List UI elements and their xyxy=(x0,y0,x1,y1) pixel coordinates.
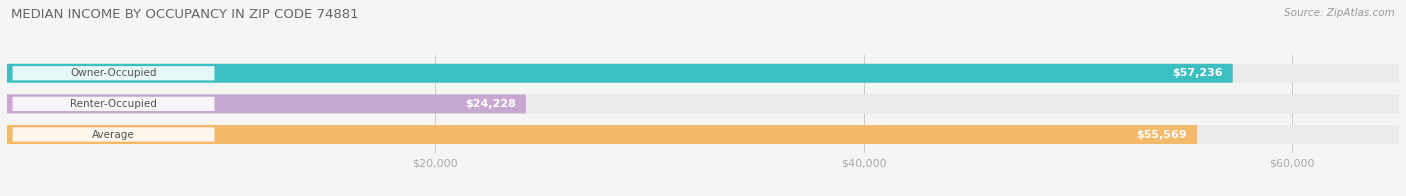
FancyBboxPatch shape xyxy=(7,64,1399,83)
Text: Average: Average xyxy=(93,130,135,140)
Text: Owner-Occupied: Owner-Occupied xyxy=(70,68,156,78)
FancyBboxPatch shape xyxy=(7,125,1399,144)
Text: $57,236: $57,236 xyxy=(1173,68,1223,78)
Text: Source: ZipAtlas.com: Source: ZipAtlas.com xyxy=(1284,8,1395,18)
FancyBboxPatch shape xyxy=(13,66,215,80)
FancyBboxPatch shape xyxy=(7,64,1233,83)
FancyBboxPatch shape xyxy=(7,94,1399,113)
Text: $24,228: $24,228 xyxy=(465,99,516,109)
Text: $55,569: $55,569 xyxy=(1136,130,1187,140)
FancyBboxPatch shape xyxy=(7,125,1197,144)
FancyBboxPatch shape xyxy=(13,127,215,142)
FancyBboxPatch shape xyxy=(13,97,215,111)
Text: MEDIAN INCOME BY OCCUPANCY IN ZIP CODE 74881: MEDIAN INCOME BY OCCUPANCY IN ZIP CODE 7… xyxy=(11,8,359,21)
Text: Renter-Occupied: Renter-Occupied xyxy=(70,99,157,109)
FancyBboxPatch shape xyxy=(7,94,526,113)
